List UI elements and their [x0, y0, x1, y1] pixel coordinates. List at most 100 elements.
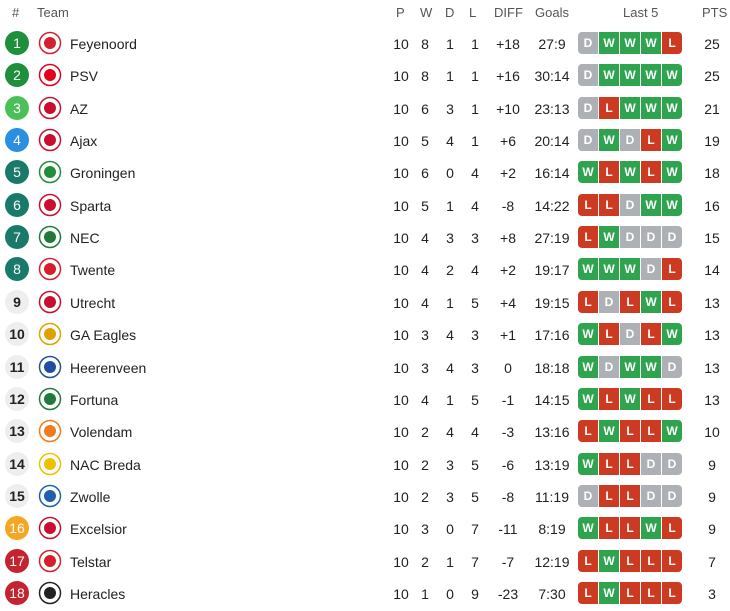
form-result-draw[interactable]: D — [578, 96, 598, 119]
team-name-link[interactable]: Sparta — [70, 197, 112, 214]
form-result-win[interactable]: W — [641, 96, 661, 119]
header-lost[interactable]: L — [469, 5, 477, 20]
form-result-loss[interactable]: L — [641, 549, 661, 572]
team-name-link[interactable]: AZ — [70, 100, 88, 117]
form-result-loss[interactable]: L — [578, 581, 598, 604]
form-result-win[interactable]: W — [620, 96, 640, 119]
form-result-win[interactable]: W — [641, 32, 661, 54]
form-result-loss[interactable]: L — [662, 549, 682, 572]
form-result-win[interactable]: W — [620, 387, 640, 410]
table-row[interactable]: 18 Heracles 10 1 0 9 -23 7:30 L W L L L 3 — [0, 578, 730, 610]
table-row[interactable]: 5 Groningen 10 6 0 4 +2 16:14 W L W L W 18 — [0, 157, 730, 189]
form-result-loss[interactable]: L — [620, 484, 640, 507]
form-result-win[interactable]: W — [662, 129, 682, 152]
form-result-draw[interactable]: D — [620, 323, 640, 346]
form-result-win[interactable]: W — [620, 64, 640, 87]
team-name-link[interactable]: NAC Breda — [70, 456, 141, 473]
form-result-win[interactable]: W — [662, 64, 682, 87]
form-result-loss[interactable]: L — [662, 32, 682, 54]
form-result-draw[interactable]: D — [578, 64, 598, 87]
team-name-link[interactable]: Telstar — [70, 553, 112, 570]
form-result-loss[interactable]: L — [662, 387, 682, 410]
header-won[interactable]: W — [420, 5, 433, 20]
table-row[interactable]: 9 Utrecht 10 4 1 5 +4 19:15 L D L W L 13 — [0, 287, 730, 319]
form-result-loss[interactable]: L — [641, 129, 661, 152]
form-result-win[interactable]: W — [578, 387, 598, 410]
form-result-loss[interactable]: L — [662, 290, 682, 313]
form-result-loss[interactable]: L — [599, 484, 619, 507]
form-result-loss[interactable]: L — [641, 420, 661, 443]
form-result-draw[interactable]: D — [662, 452, 682, 475]
table-row[interactable]: 8 Twente 10 4 2 4 +2 19:17 W W W D L 14 — [0, 254, 730, 286]
form-result-win[interactable]: W — [599, 32, 619, 54]
form-result-draw[interactable]: D — [620, 193, 640, 216]
header-points[interactable]: PTS — [702, 5, 728, 20]
form-result-win[interactable]: W — [578, 323, 598, 346]
form-result-loss[interactable]: L — [578, 549, 598, 572]
team-name-link[interactable]: Heracles — [70, 585, 126, 602]
form-result-draw[interactable]: D — [641, 258, 661, 281]
form-result-loss[interactable]: L — [599, 387, 619, 410]
form-result-win[interactable]: W — [620, 32, 640, 54]
header-team[interactable]: Team — [37, 5, 69, 20]
form-result-win[interactable]: W — [599, 549, 619, 572]
form-result-draw[interactable]: D — [641, 452, 661, 475]
team-name-link[interactable]: NEC — [70, 230, 100, 247]
form-result-win[interactable]: W — [578, 452, 598, 475]
form-result-loss[interactable]: L — [599, 323, 619, 346]
form-result-draw[interactable]: D — [620, 226, 640, 249]
form-result-win[interactable]: W — [620, 161, 640, 184]
form-result-win[interactable]: W — [599, 581, 619, 604]
form-result-loss[interactable]: L — [662, 517, 682, 540]
form-result-loss[interactable]: L — [620, 517, 640, 540]
form-result-draw[interactable]: D — [578, 484, 598, 507]
team-name-link[interactable]: Excelsior — [70, 521, 127, 538]
form-result-draw[interactable]: D — [662, 355, 682, 378]
form-result-loss[interactable]: L — [599, 452, 619, 475]
form-result-draw[interactable]: D — [641, 226, 661, 249]
form-result-draw[interactable]: D — [641, 484, 661, 507]
form-result-win[interactable]: W — [578, 161, 598, 184]
form-result-loss[interactable]: L — [620, 452, 640, 475]
team-name-link[interactable]: Fortuna — [70, 391, 119, 408]
team-name-link[interactable]: Groningen — [70, 165, 136, 182]
form-result-loss[interactable]: L — [620, 549, 640, 572]
team-name-link[interactable]: PSV — [70, 68, 99, 85]
form-result-win[interactable]: W — [662, 323, 682, 346]
form-result-loss[interactable]: L — [620, 420, 640, 443]
table-row[interactable]: 10 GA Eagles 10 3 4 3 +1 17:16 W L D L W 13 — [0, 319, 730, 351]
form-result-loss[interactable]: L — [620, 581, 640, 604]
header-played[interactable]: P — [396, 5, 405, 20]
form-result-draw[interactable]: D — [662, 484, 682, 507]
table-row[interactable]: 16 Excelsior 10 3 0 7 -11 8:19 W L L W L 9 — [0, 513, 730, 545]
form-result-win[interactable]: W — [620, 355, 640, 378]
form-result-win[interactable]: W — [599, 129, 619, 152]
form-result-loss[interactable]: L — [641, 387, 661, 410]
team-name-link[interactable]: Zwolle — [70, 488, 111, 505]
form-result-loss[interactable]: L — [641, 161, 661, 184]
form-result-loss[interactable]: L — [599, 161, 619, 184]
team-name-link[interactable]: Volendam — [70, 424, 133, 441]
form-result-draw[interactable]: D — [599, 290, 619, 313]
form-result-win[interactable]: W — [662, 96, 682, 119]
table-row[interactable]: 11 Heerenveen 10 3 4 3 0 18:18 W D W W D 13 — [0, 352, 730, 384]
header-goals[interactable]: Goals — [535, 5, 569, 20]
form-result-loss[interactable]: L — [620, 290, 640, 313]
form-result-win[interactable]: W — [620, 258, 640, 281]
team-name-link[interactable]: Ajax — [70, 133, 98, 150]
form-result-loss[interactable]: L — [578, 226, 598, 249]
form-result-loss[interactable]: L — [662, 581, 682, 604]
form-result-win[interactable]: W — [599, 226, 619, 249]
form-result-win[interactable]: W — [578, 517, 598, 540]
form-result-loss[interactable]: L — [578, 420, 598, 443]
form-result-win[interactable]: W — [641, 355, 661, 378]
table-row[interactable]: 2 PSV 10 8 1 1 +16 30:14 D W W W W 25 — [0, 60, 730, 92]
form-result-loss[interactable]: L — [641, 323, 661, 346]
table-row[interactable]: 7 NEC 10 4 3 3 +8 27:19 L W D D D 15 — [0, 222, 730, 254]
table-row[interactable]: 4 Ajax 10 5 4 1 +6 20:14 D W D L W 19 — [0, 125, 730, 157]
form-result-win[interactable]: W — [599, 420, 619, 443]
header-drawn[interactable]: D — [445, 5, 455, 20]
form-result-loss[interactable]: L — [599, 517, 619, 540]
form-result-draw[interactable]: D — [578, 32, 598, 54]
table-row[interactable]: 17 Telstar 10 2 1 7 -7 12:19 L W L L L 7 — [0, 546, 730, 578]
